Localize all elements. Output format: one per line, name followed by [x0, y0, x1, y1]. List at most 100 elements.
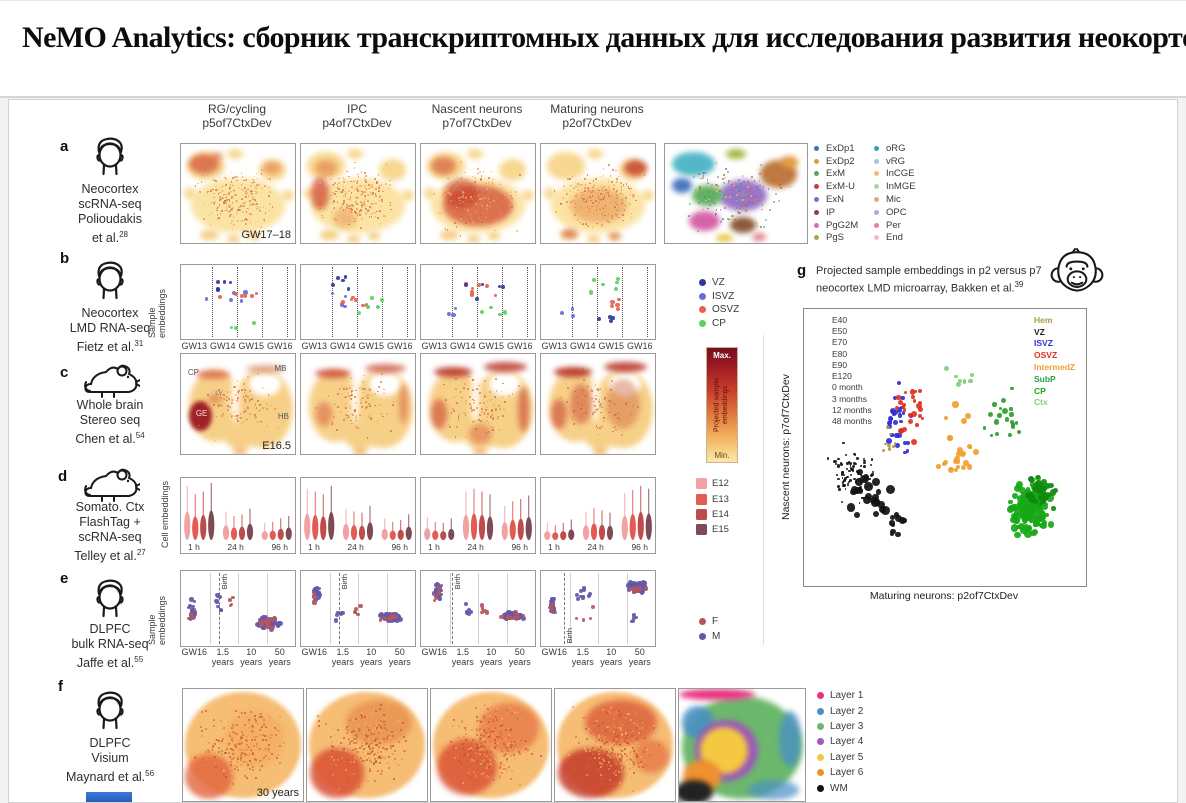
panel-d-xticks: 1 h 24 h 96 h	[301, 542, 415, 552]
legend-item: E70	[832, 337, 848, 348]
legend-item: ExM	[812, 168, 858, 181]
panel-d-plot-1: 1 h 24 h 96 h	[180, 477, 296, 554]
legend-item: Hem	[1034, 314, 1053, 325]
colorbar: Max. Projected sample embeddings Min.	[706, 347, 738, 463]
column-header-nascent-neurons: Nascent neurons p7of7CtxDev	[431, 102, 523, 130]
axis-tick: GW15	[478, 341, 504, 351]
legend-item: ExDp2	[812, 155, 858, 168]
mouse-icon	[82, 466, 140, 506]
panel-e-plot-3: Birth	[420, 570, 536, 647]
panel-g-xlabel: Maturing neurons: p2of7CtxDev	[869, 590, 1019, 602]
legend-item: Layer 4	[816, 734, 863, 749]
panel-e-plot-1: Birth	[180, 570, 296, 647]
legend-item: PgG2M	[812, 219, 858, 232]
axis-tick: 10 years	[240, 647, 263, 667]
panel-g-title-line1: Projected sample embeddings in p2 versus…	[816, 265, 1042, 277]
divider-line	[763, 335, 764, 645]
brand-name: NeMO Analytics:	[22, 21, 236, 54]
panel-b-letter: b	[60, 250, 70, 267]
panel-b-xticks-1: GW13 GW14 GW15 GW16	[180, 341, 294, 351]
age-label: 30 years	[256, 787, 299, 799]
axis-tick: 1.5 years	[211, 647, 234, 667]
panel-f-source: DLPFC Visium Maynard et al.56	[65, 736, 155, 785]
axis-tick: 24 h	[587, 542, 604, 552]
legend-item: E15	[696, 522, 729, 537]
legend-item: E50	[832, 325, 848, 336]
panel-a-legend-col2: oRG vRG InCGE InMGE Mic OPC Per End	[872, 142, 916, 244]
panel-d-ylabel: Cell embeddings	[160, 480, 170, 549]
axis-tick: GW15	[238, 341, 264, 351]
panel-e-xticks-2: GW16 1.5 years 10 years 50 years	[300, 647, 414, 667]
panel-g-color-legend: Hem VZ ISVZ OSVZ IntermedZ SubP CP Ctx	[1034, 314, 1075, 408]
legend-item: InMGE	[872, 180, 916, 193]
axis-tick: GW16	[301, 647, 327, 657]
panel-g-plot	[803, 308, 1087, 587]
birth-label: Birth	[452, 574, 462, 590]
axis-tick: 10 years	[480, 647, 503, 667]
human-head-icon	[88, 134, 132, 182]
legend-item: E90	[832, 359, 848, 370]
legend-item: oRG	[872, 142, 916, 155]
panel-g-size-legend: E40 E50 E70 E80 E90 E120 0 month 3 months 12 mon…	[818, 314, 872, 427]
axis-tick: GW16	[266, 341, 293, 351]
panel-f-letter: f	[58, 678, 63, 695]
partial-element-below	[86, 792, 132, 802]
panel-b-legend: VZ ISVZ OSVZ CP	[698, 276, 739, 330]
panel-b-source: Neocortex LMD RNA-seq Fietz et al.31	[69, 306, 151, 355]
axis-tick: GW15	[598, 341, 624, 351]
axis-tick: GW14	[329, 341, 356, 351]
legend-item: Mic	[872, 193, 916, 206]
legend-item: 48 months	[832, 416, 872, 427]
axis-tick: 1 h	[188, 542, 200, 552]
legend-item: Layer 6	[816, 765, 863, 780]
panel-b-ylabel: Sample embeddings	[147, 288, 167, 338]
panel-b-plot-3	[420, 264, 536, 340]
legend-item: OPC	[872, 206, 916, 219]
axis-tick: GW16	[506, 341, 533, 351]
axis-tick: 1 h	[308, 542, 320, 552]
colorbar-title: Projected sample embeddings	[713, 377, 730, 433]
legend-item: ISVZ	[698, 290, 739, 304]
birth-label: Birth	[339, 574, 349, 590]
axis-tick: 24 h	[227, 542, 244, 552]
panel-f-plot-2	[306, 688, 428, 802]
panel-b-xticks-3: GW13 GW14 GW15 GW16	[420, 341, 534, 351]
violin-plot	[544, 485, 652, 540]
axis-tick: 50 years	[268, 647, 291, 667]
legend-item: M	[698, 629, 720, 644]
legend-item: OSVZ	[1034, 350, 1058, 361]
legend-item: Ctx	[1034, 397, 1048, 408]
panel-g-ref: 39	[1014, 280, 1024, 289]
panel-c-plot-3	[420, 353, 536, 455]
legend-item: 12 months	[832, 405, 872, 416]
legend-item: ISVZ	[1034, 338, 1053, 349]
axis-tick: GW16	[541, 647, 567, 657]
axis-tick: GW16	[386, 341, 413, 351]
column-header-rg-cycling: RG/cycling p5of7CtxDev	[202, 102, 272, 130]
panel-b-plot-2	[300, 264, 416, 340]
legend-item: CP	[698, 317, 739, 331]
axis-tick: GW16	[181, 647, 207, 657]
legend-item: InCGE	[872, 168, 916, 181]
axis-tick: 96 h	[511, 542, 528, 552]
page-title: NeMO Analytics: сборник транскриптомных …	[22, 21, 1186, 55]
panel-a-plot-ipc	[300, 143, 416, 244]
panel-e-source: DLPFC bulk RNA-seq Jaffe et al.55	[71, 622, 149, 671]
legend-item: Per	[872, 219, 916, 232]
panel-a-legend-col1: ExDp1 ExDp2 ExM ExM-U ExN IP PgG2M PgS	[812, 142, 858, 244]
axis-tick: 50 years	[628, 647, 651, 667]
axis-tick: GW13	[301, 341, 327, 351]
axis-tick: 96 h	[631, 542, 648, 552]
axis-tick: GW13	[541, 341, 567, 351]
panel-b-xticks-4: GW13 GW14 GW15 GW16	[540, 341, 654, 351]
legend-item: Layer 3	[816, 719, 863, 734]
panel-d-xticks: 1 h 24 h 96 h	[181, 542, 295, 552]
legend-item: WM	[816, 780, 863, 795]
legend-item: 3 months	[832, 393, 867, 404]
legend-item: End	[872, 232, 916, 245]
anatomy-label-mb: MB	[274, 364, 287, 373]
anatomy-label-ge: GE	[195, 409, 208, 418]
panel-d-plot-3: 1 h 24 h 96 h	[420, 477, 536, 554]
human-head-icon	[88, 688, 132, 736]
